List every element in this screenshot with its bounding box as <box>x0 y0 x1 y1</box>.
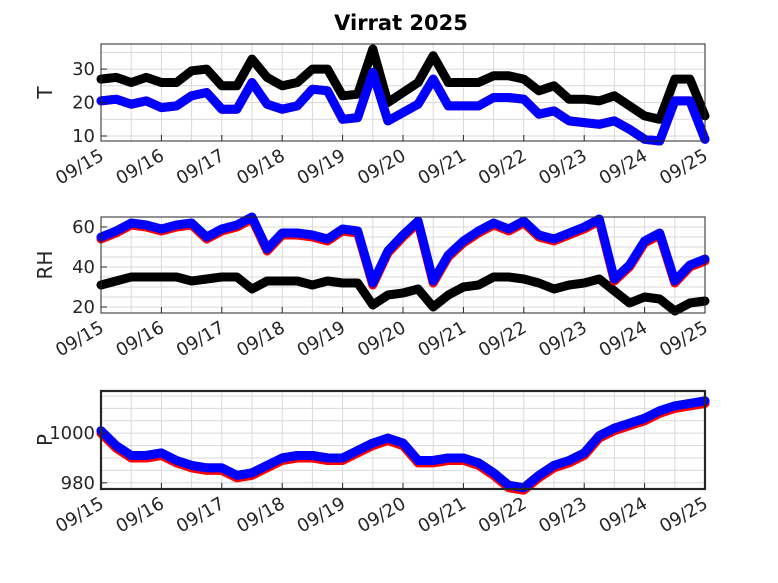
temperature-ytick-label: 10 <box>72 126 95 147</box>
temperature-ylabel: T <box>33 86 57 100</box>
humidity-ytick-label: 20 <box>72 297 95 318</box>
pressure-ylabel: P <box>33 434 57 446</box>
pressure-ytick-label: 980 <box>61 473 95 494</box>
temperature-ytick-label: 30 <box>72 59 95 80</box>
humidity-ytick-label: 60 <box>72 217 95 238</box>
humidity-series-blue <box>96 212 710 288</box>
humidity-ytick-label: 40 <box>72 257 95 278</box>
pressure-series-blue <box>96 396 710 493</box>
temperature-series-blue <box>96 67 710 146</box>
pressure-ytick-label: 1000 <box>49 423 95 444</box>
humidity-ylabel: RH <box>33 251 57 280</box>
figure-title: Virrat 2025 <box>334 11 468 35</box>
temperature-ytick-label: 20 <box>72 93 95 114</box>
temperature-series-black <box>96 44 710 124</box>
humidity-series-black <box>96 272 710 316</box>
